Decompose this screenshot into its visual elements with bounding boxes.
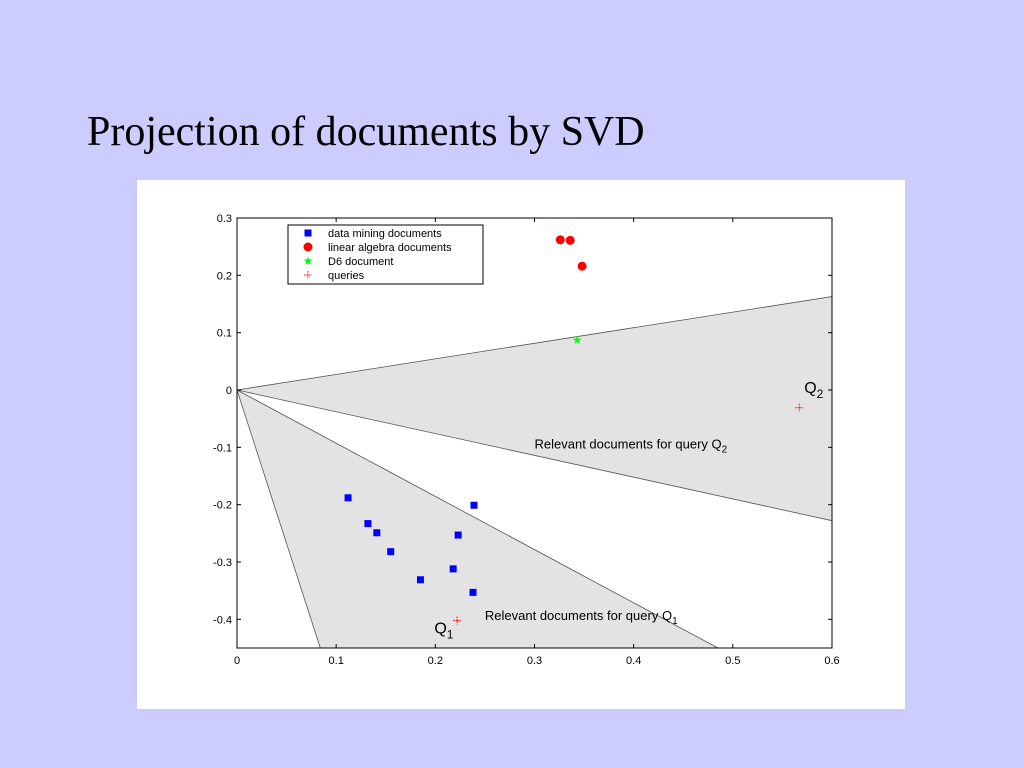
linear-algebra-point	[565, 235, 575, 245]
legend-entry: linear algebra documents	[328, 242, 452, 254]
y-tick-label: -0.2	[213, 500, 232, 512]
labels-layer: Relevant documents for query Q2 Relevant …	[434, 380, 823, 642]
ticks-layer: 0 0.1 0.2 0.3 0.4 0.5 0.6 0.3 0.2 0.1 0 -0.1 -0.2 -0.…	[213, 213, 840, 667]
region-label-q2: Relevant documents for query Q2	[535, 436, 728, 455]
slide-title: Projection of documents by SVD	[87, 109, 645, 155]
data-mining-point	[344, 494, 352, 502]
x-tick-label: 0.1	[329, 655, 344, 667]
data-mining-point	[387, 548, 395, 556]
y-tick-label: 0.1	[217, 328, 232, 340]
legend-marker-3	[304, 271, 312, 279]
region-label-q1: Relevant documents for query Q1	[485, 608, 678, 627]
data-mining-point	[470, 501, 478, 509]
y-tick-label: 0	[226, 385, 232, 397]
legend-marker-0	[304, 229, 312, 237]
legend-marker-2	[303, 256, 313, 265]
legend-marker-1	[303, 242, 313, 252]
y-tick-label: -0.3	[213, 557, 232, 569]
relevant-region-q1	[237, 389, 719, 648]
data-mining-point	[416, 576, 424, 584]
data-mining-point	[469, 588, 477, 596]
x-tick-label: 0.5	[725, 655, 740, 667]
y-tick-label: 0.2	[217, 270, 232, 282]
relevant-region-q2	[237, 296, 832, 522]
d6-document-point	[572, 335, 582, 344]
data-mining-point	[373, 529, 381, 537]
query-point	[453, 616, 462, 625]
regions-layer	[237, 296, 832, 648]
x-tick-label: 0.6	[824, 655, 839, 667]
points-layer	[344, 235, 804, 625]
x-tick-label: 0.4	[626, 655, 641, 667]
y-tick-label: -0.1	[213, 442, 232, 454]
linear-algebra-point	[577, 261, 587, 271]
legend-entry: queries	[328, 270, 365, 282]
data-mining-point	[454, 531, 462, 539]
legend-entry: D6 document	[328, 256, 393, 268]
legend-box	[287, 224, 484, 285]
x-tick-label: 0	[234, 655, 240, 667]
query-label-q1: Q1	[434, 621, 453, 642]
chart-panel: 0 0.1 0.2 0.3 0.4 0.5 0.6 0.3 0.2 0.1 0 -0.1 -0.2 -0.…	[137, 180, 905, 709]
legend-entry: data mining documents	[328, 228, 442, 240]
legend: data mining documents linear algebra docu…	[287, 224, 484, 285]
x-tick-label: 0.2	[428, 655, 443, 667]
query-label-q2: Q2	[804, 380, 823, 401]
x-tick-label: 0.3	[527, 655, 542, 667]
y-tick-label: 0.3	[217, 213, 232, 225]
y-tick-label: -0.4	[213, 614, 232, 626]
data-mining-point	[449, 565, 457, 573]
svd-projection-chart: 0 0.1 0.2 0.3 0.4 0.5 0.6 0.3 0.2 0.1 0 -0.1 -0.2 -0.…	[213, 213, 840, 667]
linear-algebra-point	[555, 235, 565, 245]
data-mining-point	[364, 520, 372, 528]
query-point	[795, 403, 804, 412]
